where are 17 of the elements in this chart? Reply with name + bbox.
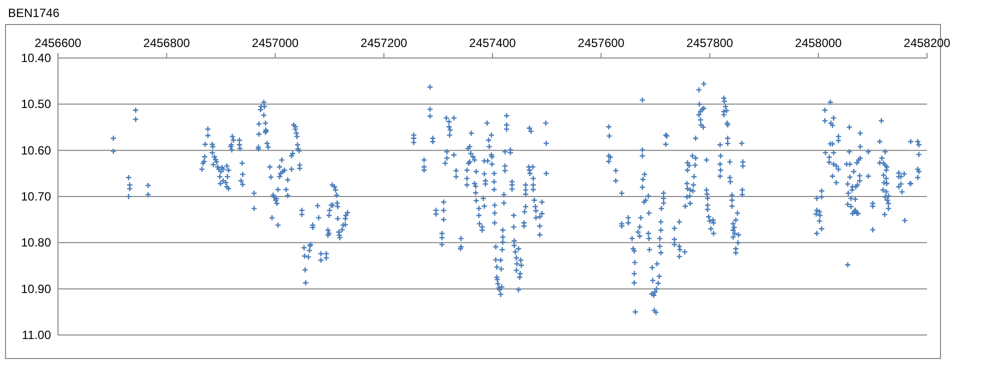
y-tick-label: 10.70: [20, 190, 52, 204]
y-tick-label: 10.90: [20, 282, 52, 296]
x-tick-label: 2457600: [578, 36, 625, 50]
x-tick-label: 2457400: [469, 36, 516, 50]
x-tick-label: 2458200: [904, 36, 951, 50]
y-tick-label: 10.60: [20, 143, 52, 158]
y-tick-label: 10.40: [20, 51, 52, 65]
x-tick-label: 2457200: [360, 36, 408, 50]
x-tick-label: 2458000: [795, 36, 842, 50]
chart-title: BEN1746: [8, 6, 60, 20]
x-tick-label: 2457800: [686, 36, 734, 50]
x-tick-label: 2456800: [143, 36, 190, 50]
y-tick-label: 10.50: [20, 97, 52, 112]
y-tick-label: 10.80: [20, 236, 52, 250]
x-tick-label: 2456600: [34, 36, 82, 50]
x-tick-label: 2457000: [252, 36, 299, 50]
y-tick-label: 11.00: [22, 328, 52, 342]
